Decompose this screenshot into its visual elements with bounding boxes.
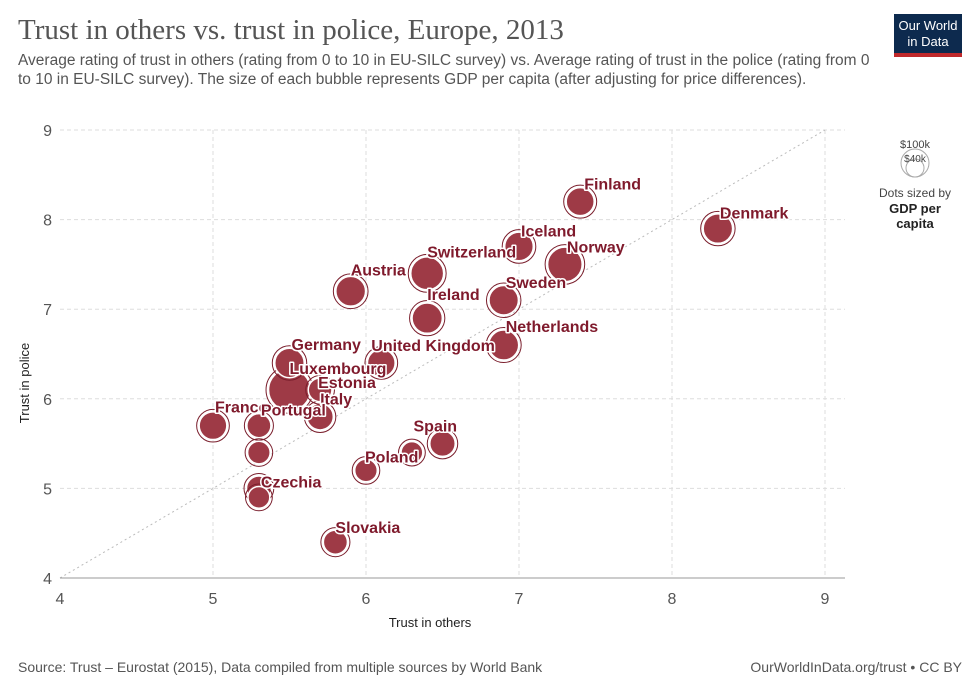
data-point[interactable] (400, 440, 424, 465)
point-outline (320, 527, 351, 558)
x-tick-label: 7 (515, 591, 524, 608)
point-label: Luxembourg (290, 361, 387, 378)
chart-subtitle: Average rating of trust in others (ratin… (18, 52, 870, 88)
logo-line-2: in Data (907, 34, 949, 49)
data-point[interactable] (246, 412, 272, 439)
y-tick-label: 6 (43, 392, 52, 409)
point-outline (409, 300, 446, 337)
point-label: Slovakia (335, 520, 400, 537)
data-point[interactable] (335, 275, 367, 307)
point-outline (271, 345, 308, 381)
y-tick-label: 8 (43, 213, 52, 230)
footer-source: Source: Trust – Eurostat (2015), Data co… (18, 659, 543, 675)
x-tick-label: 8 (668, 591, 677, 608)
data-point[interactable] (353, 458, 379, 483)
data-point[interactable] (702, 213, 734, 245)
data-point[interactable] (274, 347, 305, 379)
point-outline (244, 438, 274, 467)
point-label: Norway (567, 239, 625, 256)
legend-label-small: $40k (904, 154, 927, 165)
legend-caption-3: capita (896, 216, 934, 231)
data-point[interactable] (306, 402, 335, 431)
data-point[interactable] (410, 256, 445, 291)
legend-caption-1: Dots sized by (879, 186, 951, 200)
point-outline (700, 210, 736, 247)
data-point[interactable] (322, 529, 349, 555)
y-tick-label: 7 (43, 302, 52, 319)
point-outline (563, 184, 598, 219)
point-outline (485, 327, 522, 364)
point-outline (544, 244, 586, 285)
point-label: Spain (414, 419, 458, 436)
y-tick-label: 4 (43, 571, 52, 588)
point-outline (243, 410, 274, 441)
y-tick-label: 5 (43, 481, 52, 498)
data-point[interactable] (429, 430, 456, 458)
data-point[interactable] (565, 186, 595, 217)
data-point[interactable] (366, 348, 396, 378)
data-point[interactable] (246, 440, 271, 465)
point-label: Finland (584, 177, 641, 194)
point-outline (351, 456, 381, 485)
point-label: Denmark (720, 206, 789, 223)
chart-points (196, 184, 736, 558)
point-label: Czechia (261, 474, 322, 491)
point-outline (501, 229, 537, 264)
point-label: Austria (351, 262, 406, 279)
point-label: Portugal (261, 403, 326, 420)
point-label: Sweden (506, 275, 566, 292)
point-outline (305, 374, 335, 405)
x-tick-label: 6 (362, 591, 371, 608)
point-outline (426, 427, 459, 460)
data-point[interactable] (307, 377, 333, 403)
point-label: United Kingdom (371, 338, 495, 355)
legend-label-large: $100k (900, 139, 930, 151)
point-outline (364, 346, 399, 380)
x-tick-label: 9 (821, 591, 830, 608)
chart-title: Trust in others vs. trust in police, Eur… (18, 14, 564, 46)
x-tick-label: 5 (209, 591, 218, 608)
chart-axes: 4 5 6 7 8 9 4 5 6 7 8 9 (43, 123, 845, 608)
data-point[interactable] (503, 231, 535, 262)
data-point[interactable] (411, 302, 444, 335)
point-label: Italy (320, 392, 352, 409)
data-point[interactable] (546, 246, 583, 283)
point-label: Switzerland (427, 244, 516, 261)
data-point[interactable] (488, 284, 520, 316)
data-point[interactable] (198, 411, 228, 441)
point-label: Netherlands (506, 319, 599, 336)
point-label: Ireland (427, 287, 479, 304)
data-point[interactable] (247, 485, 271, 510)
footer-url[interactable]: OurWorldInData.org/trust • CC BY (750, 659, 962, 675)
logo-line-1: Our World (898, 18, 958, 33)
y-axis-title: Trust in police (17, 343, 32, 423)
point-outline (245, 483, 273, 512)
size-legend: $100k $40k Dots sized by GDP per capita (879, 139, 951, 231)
point-outline (398, 438, 426, 467)
point-label: France (215, 400, 268, 417)
point-outline (196, 408, 230, 443)
x-tick-label: 4 (56, 591, 65, 608)
point-label: Estonia (318, 375, 376, 392)
owid-logo[interactable]: Our World in Data (894, 14, 962, 57)
point-outline (485, 282, 522, 318)
point-label: Poland (365, 449, 418, 466)
data-point[interactable] (487, 329, 520, 361)
point-outline (407, 253, 447, 293)
legend-circle-small (905, 158, 925, 178)
point-label: Iceland (521, 223, 576, 240)
x-axis-title: Trust in others (389, 615, 472, 630)
y-tick-label: 9 (43, 123, 52, 140)
point-label: Germany (292, 337, 361, 354)
point-outline (332, 273, 369, 310)
legend-caption-2: GDP per (889, 201, 941, 216)
